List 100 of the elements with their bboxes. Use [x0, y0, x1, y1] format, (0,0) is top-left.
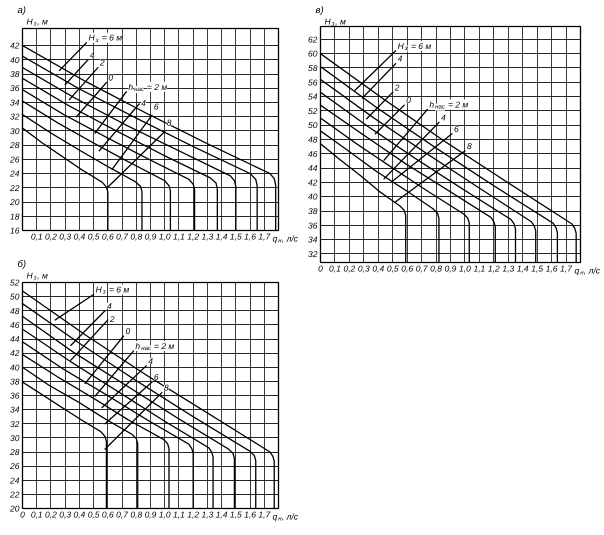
- y-tick-label: 36: [308, 220, 318, 230]
- chart-title: а): [18, 5, 26, 16]
- y-tick-label: 34: [10, 404, 20, 415]
- y-tick-label: 34: [308, 234, 318, 245]
- series-label: 8: [166, 118, 172, 128]
- x-tick-label: 0,6: [102, 232, 114, 242]
- series-label: 8: [164, 382, 169, 393]
- series-label: 2: [98, 58, 105, 68]
- y-tick-label: 36: [10, 390, 20, 400]
- y-tick-label: 40: [10, 362, 20, 372]
- y-tick-label: 20: [9, 197, 20, 208]
- y-tick-label: 52: [10, 278, 20, 288]
- x-tick-label: 1,4: [516, 264, 529, 274]
- x-tick-label: 0: [318, 264, 324, 274]
- y-tick-label: 20: [9, 504, 20, 514]
- y-tick-label: 42: [308, 177, 318, 188]
- x-tick-label: 1,2: [187, 232, 200, 242]
- x-tick-label: 0,1: [30, 232, 43, 242]
- y-tick-label: 32: [10, 418, 20, 429]
- y-tick-label: 28: [9, 447, 20, 457]
- x-tick-label: 0,7: [116, 232, 128, 242]
- series-label: 4: [106, 300, 112, 311]
- series-label: 2: [108, 314, 115, 324]
- x-tick-label: 0,3: [59, 510, 72, 520]
- y-tick-label: 40: [308, 192, 318, 202]
- x-tick-label: 0,2: [45, 510, 58, 520]
- series-label: 2: [394, 82, 400, 92]
- y-tick-label: 34: [10, 97, 20, 108]
- x-tick-label: 0,8: [130, 232, 142, 242]
- x-tick-label: 0,2: [45, 232, 58, 242]
- x-tick-label: 1,6: [244, 232, 256, 242]
- x-tick-label: 1,4: [216, 232, 228, 242]
- series-label: 0: [406, 95, 412, 106]
- y-tick-label: 40: [10, 54, 20, 65]
- y-tick-label: 18: [10, 211, 20, 222]
- x-tick-label: 1,6: [244, 510, 256, 520]
- chart-title: б): [18, 259, 26, 270]
- y-tick-label: 32: [10, 112, 20, 122]
- x-tick-label: 0,9: [144, 510, 157, 520]
- x-tick-label: 1,5: [531, 264, 544, 274]
- x-tick-label: 1,5: [230, 510, 242, 520]
- x-tick-label: 1,3: [201, 232, 214, 242]
- chart-title: в): [316, 5, 324, 16]
- x-tick-label: 1,7: [258, 510, 270, 520]
- y-tick-label: 46: [10, 320, 20, 330]
- x-tick-label: 1,6: [546, 264, 558, 274]
- y-tick-label: 56: [308, 77, 318, 88]
- x-tick-label: 0,4: [73, 232, 86, 242]
- x-tick-label: 0,4: [73, 510, 86, 520]
- y-tick-label: 62: [308, 34, 318, 44]
- x-tick-label: 0,9: [444, 264, 457, 274]
- y-tick-label: 26: [9, 461, 20, 472]
- x-tick-label: 0,5: [386, 264, 399, 274]
- x-tick-label: 0,6: [102, 510, 114, 520]
- y-tick-label: 30: [10, 126, 20, 136]
- y-tick-label: 44: [308, 163, 318, 174]
- x-tick-label: 1,7: [560, 264, 572, 274]
- y-tick-label: 42: [10, 40, 20, 51]
- series-label: 8: [466, 140, 472, 151]
- x-tick-label: 1,2: [187, 510, 200, 520]
- x-tick-label: 0,5: [88, 232, 100, 242]
- series-label: 4: [440, 112, 446, 122]
- y-tick-label: 50: [308, 120, 318, 130]
- y-tick-label: 26: [9, 154, 20, 164]
- y-tick-label: 58: [308, 62, 318, 73]
- x-tick-label: 0,3: [59, 232, 72, 242]
- series-label: 6: [154, 101, 159, 112]
- y-tick-label: 54: [308, 92, 318, 102]
- x-tick-label: 1,0: [459, 264, 472, 274]
- y-tick-label: 30: [10, 432, 20, 443]
- x-tick-label: 0,4: [372, 264, 384, 274]
- y-tick-label: 52: [308, 106, 318, 116]
- series-label: 4: [148, 356, 154, 366]
- y-tick-label: 36: [10, 83, 20, 94]
- series-label: 4: [90, 50, 95, 60]
- series-label: 0: [125, 326, 130, 336]
- x-tick-label: 0,6: [401, 264, 414, 274]
- x-tick-label: 0,9: [144, 232, 157, 242]
- series-label: 4: [398, 54, 403, 64]
- y-tick-label: 28: [9, 140, 20, 150]
- x-tick-label: 0,3: [358, 264, 370, 274]
- y-tick-label: 50: [10, 292, 20, 302]
- y-tick-label: 38: [10, 69, 20, 80]
- y-tick-label: 16: [10, 226, 20, 236]
- x-tick-label: 1,4: [216, 510, 228, 520]
- x-tick-label: 0,5: [88, 510, 100, 520]
- y-tick-label: 44: [10, 334, 20, 344]
- series-label: 0: [108, 72, 114, 83]
- x-tick-label: 0,8: [130, 510, 142, 520]
- x-tick-label: 1,2: [488, 264, 500, 274]
- x-tick-label: 1,0: [158, 510, 171, 520]
- y-tick-label: 32: [308, 248, 318, 259]
- x-tick-label: 0: [20, 510, 26, 520]
- series-label: 6: [454, 124, 459, 134]
- x-tick-label: 1,5: [230, 232, 242, 242]
- y-tick-label: 22: [9, 489, 20, 500]
- y-tick-label: 38: [308, 206, 318, 216]
- series-label: 4: [141, 98, 146, 108]
- x-tick-label: 0,1: [30, 510, 43, 520]
- y-tick-label: 24: [9, 168, 20, 179]
